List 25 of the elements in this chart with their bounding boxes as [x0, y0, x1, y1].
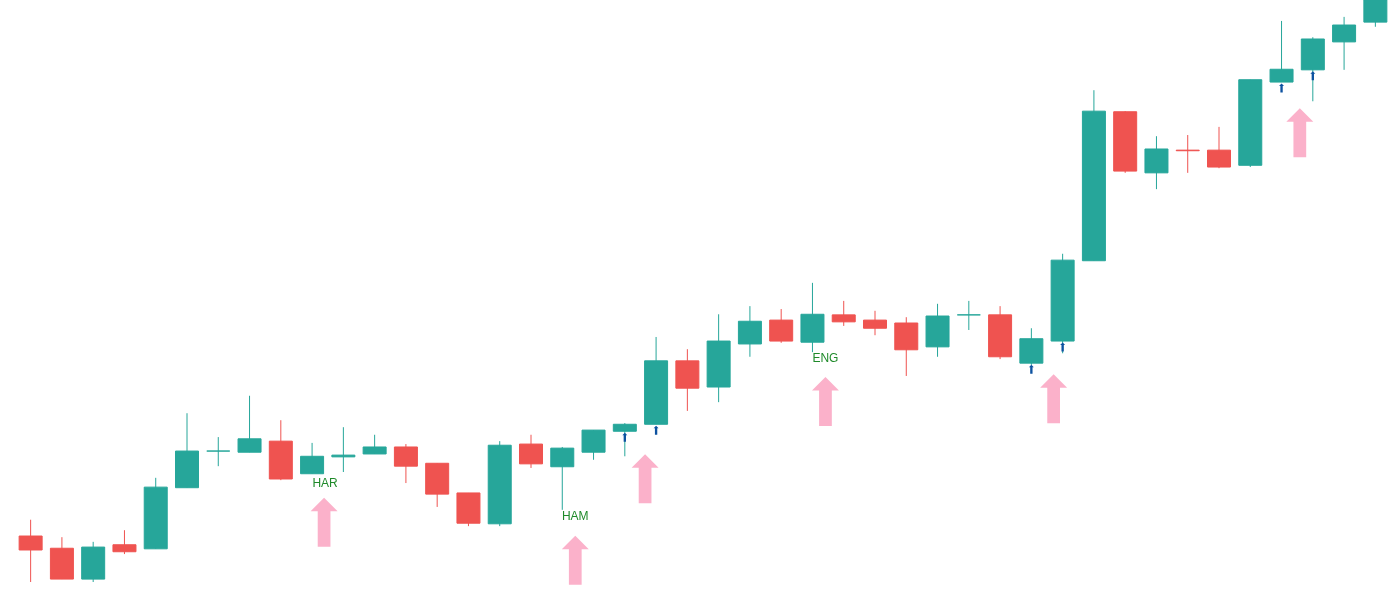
candlestick [300, 442, 325, 475]
candlestick [612, 422, 637, 457]
candlestick [956, 300, 981, 331]
candlestick [393, 443, 418, 484]
candlestick [581, 429, 606, 461]
annotation: ENG [812, 351, 839, 366]
candlestick [1144, 135, 1169, 190]
candlestick [1363, 0, 1388, 28]
annotation: HAR [312, 475, 339, 490]
candlestick [237, 395, 262, 453]
candlestick [1269, 20, 1294, 83]
candlestick [519, 434, 543, 469]
candlestick [863, 310, 887, 336]
candlestick [737, 305, 762, 358]
candlestick [769, 308, 794, 344]
candlestick [331, 426, 356, 473]
candlestick [1207, 126, 1231, 169]
candlestick [362, 434, 387, 455]
candlestick [1332, 16, 1357, 71]
candlestick [550, 446, 575, 511]
candlestick [112, 529, 137, 555]
candlestick [206, 436, 231, 467]
candlestick [831, 300, 856, 327]
candlestick [18, 519, 43, 583]
annotation: HAM [561, 508, 589, 523]
